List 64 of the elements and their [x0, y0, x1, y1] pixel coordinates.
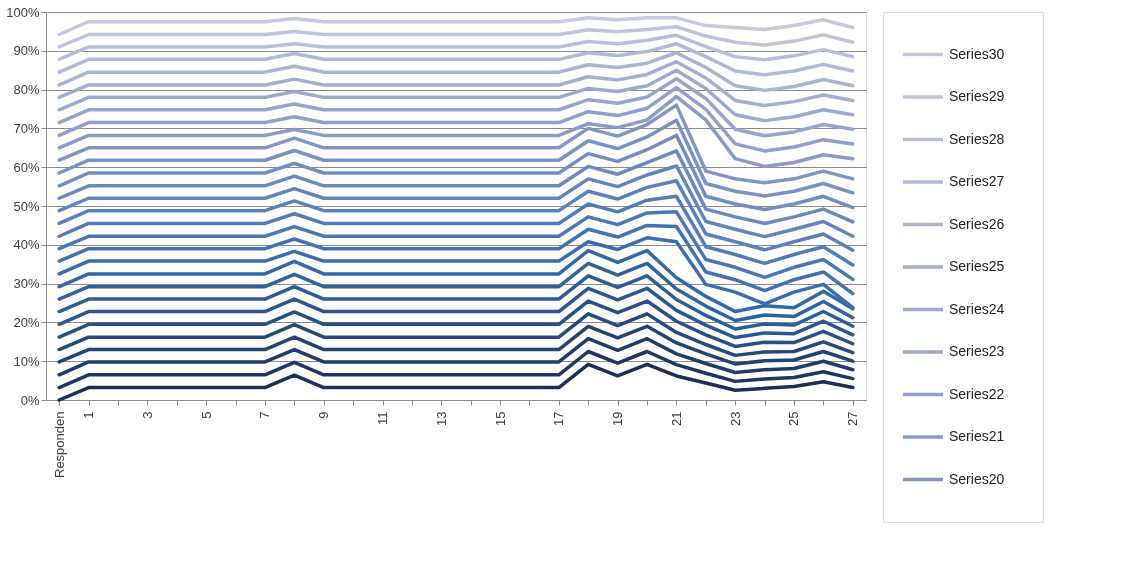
legend-label: Series24 [949, 300, 1005, 317]
x-tick-label: 11 [375, 411, 391, 425]
x-tick-label: 23 [727, 411, 743, 426]
y-tick-label: 80% [13, 82, 40, 98]
legend-label: Series22 [949, 385, 1005, 402]
y-tick-label: 20% [13, 314, 40, 330]
line-series [57, 274, 855, 331]
x-tick-label: 9 [316, 411, 332, 419]
legend-label: Series21 [949, 428, 1005, 444]
line-series [57, 33, 855, 62]
line-series [57, 261, 855, 323]
y-tick-label: 60% [13, 159, 40, 175]
y-tick-label: 40% [13, 237, 40, 253]
line-series [57, 50, 855, 93]
legend-label: Series23 [949, 343, 1005, 359]
line-series [57, 59, 855, 108]
legend-label: Series27 [949, 173, 1005, 189]
x-tick-label: 25 [786, 411, 802, 426]
line-series [57, 118, 855, 198]
y-tick-label: 90% [13, 43, 40, 59]
line-series [57, 133, 855, 212]
y-tick-label: 100% [6, 4, 40, 20]
line-series [57, 179, 855, 252]
line-series [57, 336, 855, 377]
line-series [57, 16, 855, 37]
line-series [57, 210, 855, 282]
legend-label: Series25 [949, 258, 1005, 274]
legend-label: Series28 [949, 130, 1005, 147]
legend-label: Series26 [949, 215, 1005, 232]
line-series [57, 236, 855, 310]
x-tick-label: 7 [257, 411, 273, 419]
line-series [57, 149, 855, 226]
line-series [57, 324, 855, 366]
y-tick-label: 10% [13, 353, 40, 369]
x-tick-label: 5 [198, 411, 214, 419]
y-tick-label: 30% [13, 276, 40, 292]
y-tick-label: 50% [13, 198, 40, 214]
x-tick-label: 3 [139, 411, 155, 419]
x-tick-label: 27 [845, 411, 861, 426]
legend-label: Series20 [949, 470, 1005, 487]
line-series [57, 194, 855, 267]
y-tick-label: 70% [13, 120, 40, 136]
line-series [57, 68, 855, 123]
line-series [57, 299, 855, 349]
line-series [57, 42, 855, 77]
x-tick-label: Responden [51, 411, 67, 478]
line-series [57, 362, 855, 402]
line-series [57, 76, 855, 138]
line-series [57, 286, 855, 340]
line-series [57, 223, 855, 296]
line-series [57, 349, 855, 390]
legend-label: Series29 [949, 88, 1005, 104]
line-series [57, 164, 855, 239]
x-tick-label: 17 [551, 411, 567, 426]
x-tick-label: 1 [81, 411, 97, 419]
line-series [57, 24, 855, 49]
line-series [57, 85, 855, 153]
x-tick-label: 15 [492, 411, 508, 426]
legend-label: Series30 [949, 45, 1005, 62]
x-tick-label: 19 [610, 411, 626, 426]
y-tick-label: 0% [20, 392, 40, 408]
x-tick-label: 21 [668, 411, 684, 426]
x-tick-label: 13 [433, 411, 449, 426]
line-series [57, 312, 855, 358]
